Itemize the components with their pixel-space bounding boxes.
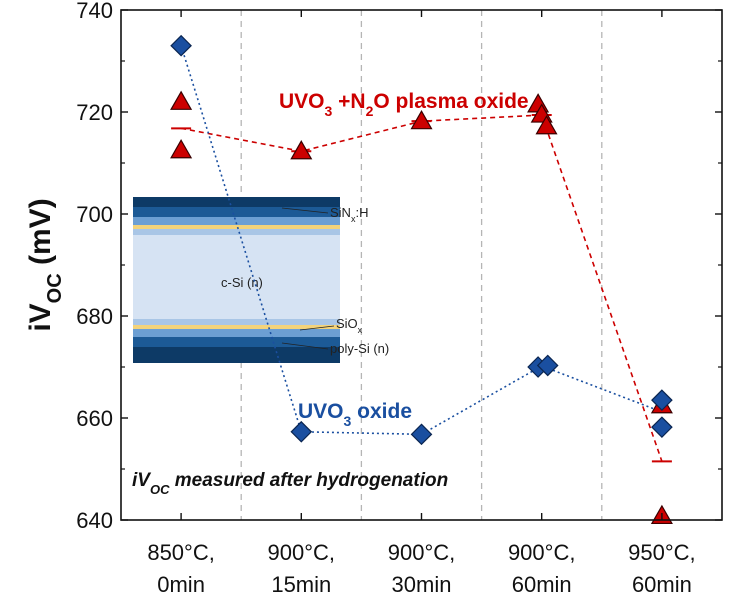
inset-layer-band <box>133 207 340 217</box>
inset-siox-label: SiOx <box>336 316 363 335</box>
inset-layer-band <box>133 229 340 235</box>
series-0-point <box>535 115 558 135</box>
inset-layer-band <box>133 235 340 319</box>
series-1-point <box>290 420 313 443</box>
x-tick-label: 900°C, 15min <box>268 540 336 597</box>
inset-pointer <box>281 207 329 214</box>
series-label-uvo3-oxide: UVO3 oxide <box>298 400 412 429</box>
series-1-point <box>651 416 673 439</box>
x-tick-label: 900°C, 30min <box>388 540 456 597</box>
inset-pointer <box>281 342 329 350</box>
series-0-point <box>290 140 313 160</box>
inset-bulk-label: c-Si (n) <box>221 275 263 290</box>
series-1-point <box>536 354 559 377</box>
inset-layer-band <box>133 325 340 329</box>
y-tick-label: 680 <box>76 304 113 329</box>
x-axis: 850°C, 0min 900°C, 15min 900°C, 30min 900°C, 60… <box>147 10 696 597</box>
inset-poly-label: poly-Si (n) <box>330 341 389 356</box>
y-axis: 640 660 680 700 720 740 <box>76 0 722 533</box>
x-tick-label: 950°C, 60min <box>628 540 696 597</box>
inset-layer-band <box>133 329 340 337</box>
y-tick-label: 660 <box>76 406 113 431</box>
series-0-point <box>170 139 193 159</box>
series-1-point <box>170 34 192 57</box>
y-axis-label: iVOC (mV) <box>24 198 66 331</box>
y-tick-label: 720 <box>76 100 113 125</box>
series-1-point <box>410 423 433 446</box>
series-0-point <box>527 93 550 113</box>
series-label-plasma-oxide: UVO3 +N2O plasma oxide <box>279 90 529 119</box>
data-points <box>170 34 673 525</box>
series-1-point <box>651 389 673 411</box>
inset-layer-band <box>133 337 340 347</box>
y-tick-label: 740 <box>76 0 113 23</box>
inset-layer-band <box>133 197 340 207</box>
inset-layer-band <box>133 217 340 225</box>
inset-layer-band <box>133 347 340 363</box>
y-tick-label: 700 <box>76 202 113 227</box>
series-1-mean-line <box>180 45 663 436</box>
measurement-note: iVOC measured after hydrogenation <box>132 470 448 497</box>
inset-pointer <box>299 325 335 331</box>
labels: iVOC (mV) UVO3 +N2O plasma oxide UVO3 oxid… <box>24 90 529 497</box>
inset-layer-band <box>133 225 340 229</box>
y-tick-label: 640 <box>76 508 113 533</box>
inset-layer-band <box>133 319 340 325</box>
inset-sin-label: SiNx:H <box>330 205 368 224</box>
series-0-point <box>170 90 193 110</box>
inset-schematic: c-Si (n) SiNx:H SiOx poly-Si (n) <box>133 197 389 363</box>
x-tick-label: 850°C, 0min <box>147 540 215 597</box>
series-0-point <box>410 109 433 130</box>
x-tick-label: 900°C, 60min <box>508 540 576 597</box>
